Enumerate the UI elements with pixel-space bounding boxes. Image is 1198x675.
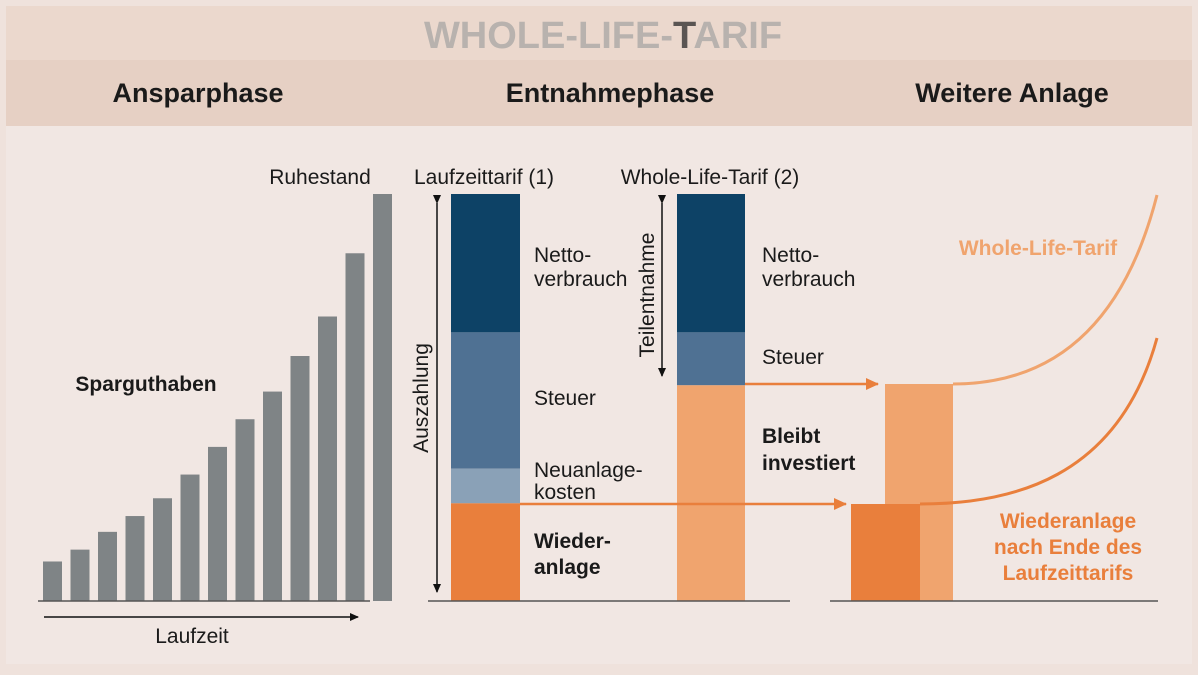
partial-withdrawal-label: Teilentnahme [636,233,659,358]
content-area [6,126,1192,664]
retirement-label: Ruhestand [269,166,371,189]
savings-bar [290,356,310,601]
stack-labels: Netto-verbrauch Steuer Neuanlage-kosten Wie… [534,244,855,579]
savings-bar [318,316,337,601]
phase-header-further: Weitere Anlage [915,78,1109,108]
header-band [6,60,1192,126]
stack-segment [451,332,520,469]
stack-segment [451,194,520,333]
savings-bar [125,516,145,601]
savings-bar [345,253,365,601]
savings-bar [70,549,90,601]
page-title: WHOLE-LIFE-TARIF [424,15,782,57]
savings-bar [208,446,227,601]
savings-bar-group [43,194,392,601]
column-title-whole-life: Whole-Life-Tarif (2) [621,166,800,189]
curve-label-reinvestment: Wiederanlage nach Ende des Laufzeittarifs [994,510,1142,585]
segment-label-tax: Steuer [534,387,596,410]
segment-label-stays-invested: Bleibt investiert [762,425,855,475]
stack-segment [677,194,745,333]
stack-segment [677,385,745,601]
savings-bar [153,498,172,601]
segment-label-net-consumption-2: Netto-verbrauch [762,244,855,291]
segment-label-tax-2: Steuer [762,346,824,369]
savings-bar [98,531,117,601]
further-reinvest-block [851,504,920,601]
stack-segment [451,503,520,601]
savings-series-label: Sparguthaben [75,373,216,396]
stack-segment [677,332,745,386]
savings-bar [373,194,392,601]
segment-label-new-investment-costs: Neuanlage-kosten [534,459,643,504]
stack-whole-life [677,194,745,601]
x-axis-label: Laufzeit [155,625,229,648]
phase-header-savings: Ansparphase [112,78,283,108]
further-light-overlap [920,504,953,601]
curve-whole-life [952,194,1159,386]
savings-bar [43,561,62,601]
curve-label-whole-life: Whole-Life-Tarif [959,237,1118,260]
stack-segment [451,468,520,504]
savings-bar [263,391,282,601]
curve-reinvestment [919,337,1159,506]
savings-bar [180,474,200,601]
title-band [6,6,1192,60]
stack-term-tariff [451,194,520,601]
phase-header-withdrawal: Entnahmephase [506,78,715,108]
column-title-term-tariff: Laufzeittarif (1) [414,166,554,189]
savings-bar [235,419,255,601]
segment-label-reinvestment: Wieder-anlage [534,530,611,579]
payout-vertical-label: Auszahlung [410,343,433,453]
segment-label-net-consumption: Netto-verbrauch [534,244,627,291]
